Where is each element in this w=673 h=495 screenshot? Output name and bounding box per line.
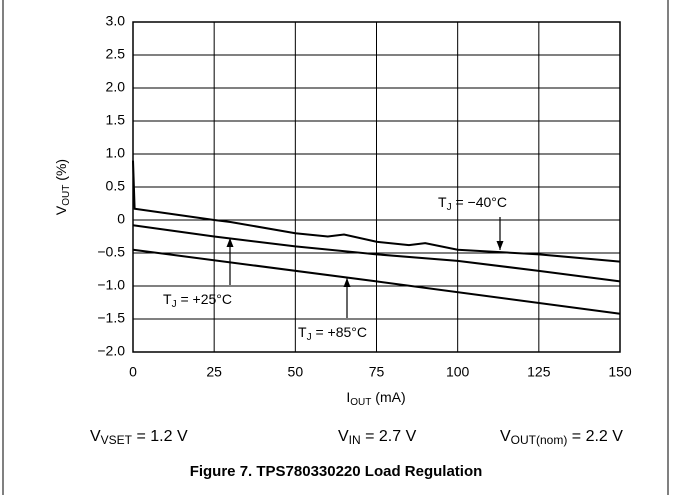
series-line — [132, 224, 621, 283]
series-label-rest: = +25°C — [177, 291, 232, 307]
condition-rest: = 2.2 V — [567, 428, 623, 445]
y-tick-label: 2.5 — [106, 46, 126, 62]
y-tick-label: −0.5 — [97, 244, 125, 260]
series-label: TJ = −40°C — [438, 194, 507, 213]
y-tick-label: 0.5 — [106, 178, 126, 194]
x-tick-label: 0 — [129, 364, 137, 380]
x-axis-label-sub: OUT — [350, 397, 371, 408]
condition-sub: VSET — [101, 433, 133, 447]
y-tick-label: 0 — [117, 211, 125, 227]
condition-sub: IN — [349, 433, 361, 447]
condition-main: V — [90, 428, 101, 445]
x-tick-label: 125 — [527, 364, 551, 380]
y-tick-label: −1.0 — [97, 277, 125, 293]
x-axis-label: IOUT (mA) — [346, 389, 405, 408]
x-tick-label: 50 — [288, 364, 304, 380]
arrow-head — [496, 241, 504, 250]
condition-rest: = 2.7 V — [361, 428, 417, 445]
series-label-main: T — [438, 194, 447, 210]
series-label-sub: J — [307, 332, 312, 343]
y-tick-label: 3.0 — [106, 13, 126, 29]
y-tick-label: 2.0 — [106, 79, 126, 95]
y-axis-label: VOUT (%) — [53, 159, 72, 215]
x-tick-label: 100 — [446, 364, 470, 380]
series-line — [132, 160, 621, 263]
x-tick-label: 150 — [608, 364, 632, 380]
y-tick-label: 1.5 — [106, 112, 126, 128]
y-tick-label: −2.0 — [97, 343, 125, 359]
caption: Figure 7. TPS780330220 Load Regulation — [190, 463, 483, 480]
condition-sub: OUT(nom) — [511, 433, 568, 447]
series-label-rest: = +85°C — [312, 324, 367, 340]
y-axis-label-rest: (%) — [53, 159, 69, 185]
series-label-rest: = −40°C — [452, 194, 507, 210]
series-line — [132, 248, 621, 315]
x-axis-label-main: I — [346, 389, 350, 405]
series-label-sub: J — [172, 299, 177, 310]
arrow-head — [226, 238, 234, 247]
y-axis-label-main: V — [53, 205, 69, 215]
x-tick-label: 25 — [206, 364, 222, 380]
condition: VIN = 2.7 V — [338, 428, 417, 447]
condition: VOUT(nom) = 2.2 V — [500, 428, 623, 447]
series-label: TJ = +25°C — [163, 291, 232, 310]
series-label-sub: J — [447, 202, 452, 213]
x-tick-label: 75 — [369, 364, 385, 380]
condition: VVSET = 1.2 V — [90, 428, 188, 447]
condition-main: V — [500, 428, 511, 445]
series-label-main: T — [298, 324, 307, 340]
condition-rest: = 1.2 V — [132, 428, 188, 445]
series-label: TJ = +85°C — [298, 324, 367, 343]
condition-main: V — [338, 428, 349, 445]
x-axis-label-rest: (mA) — [371, 389, 405, 405]
y-tick-label: −1.5 — [97, 310, 125, 326]
y-axis-label-sub: OUT — [61, 185, 72, 206]
y-tick-label: 1.0 — [106, 145, 126, 161]
series-label-main: T — [163, 291, 172, 307]
arrow-head — [343, 278, 351, 287]
